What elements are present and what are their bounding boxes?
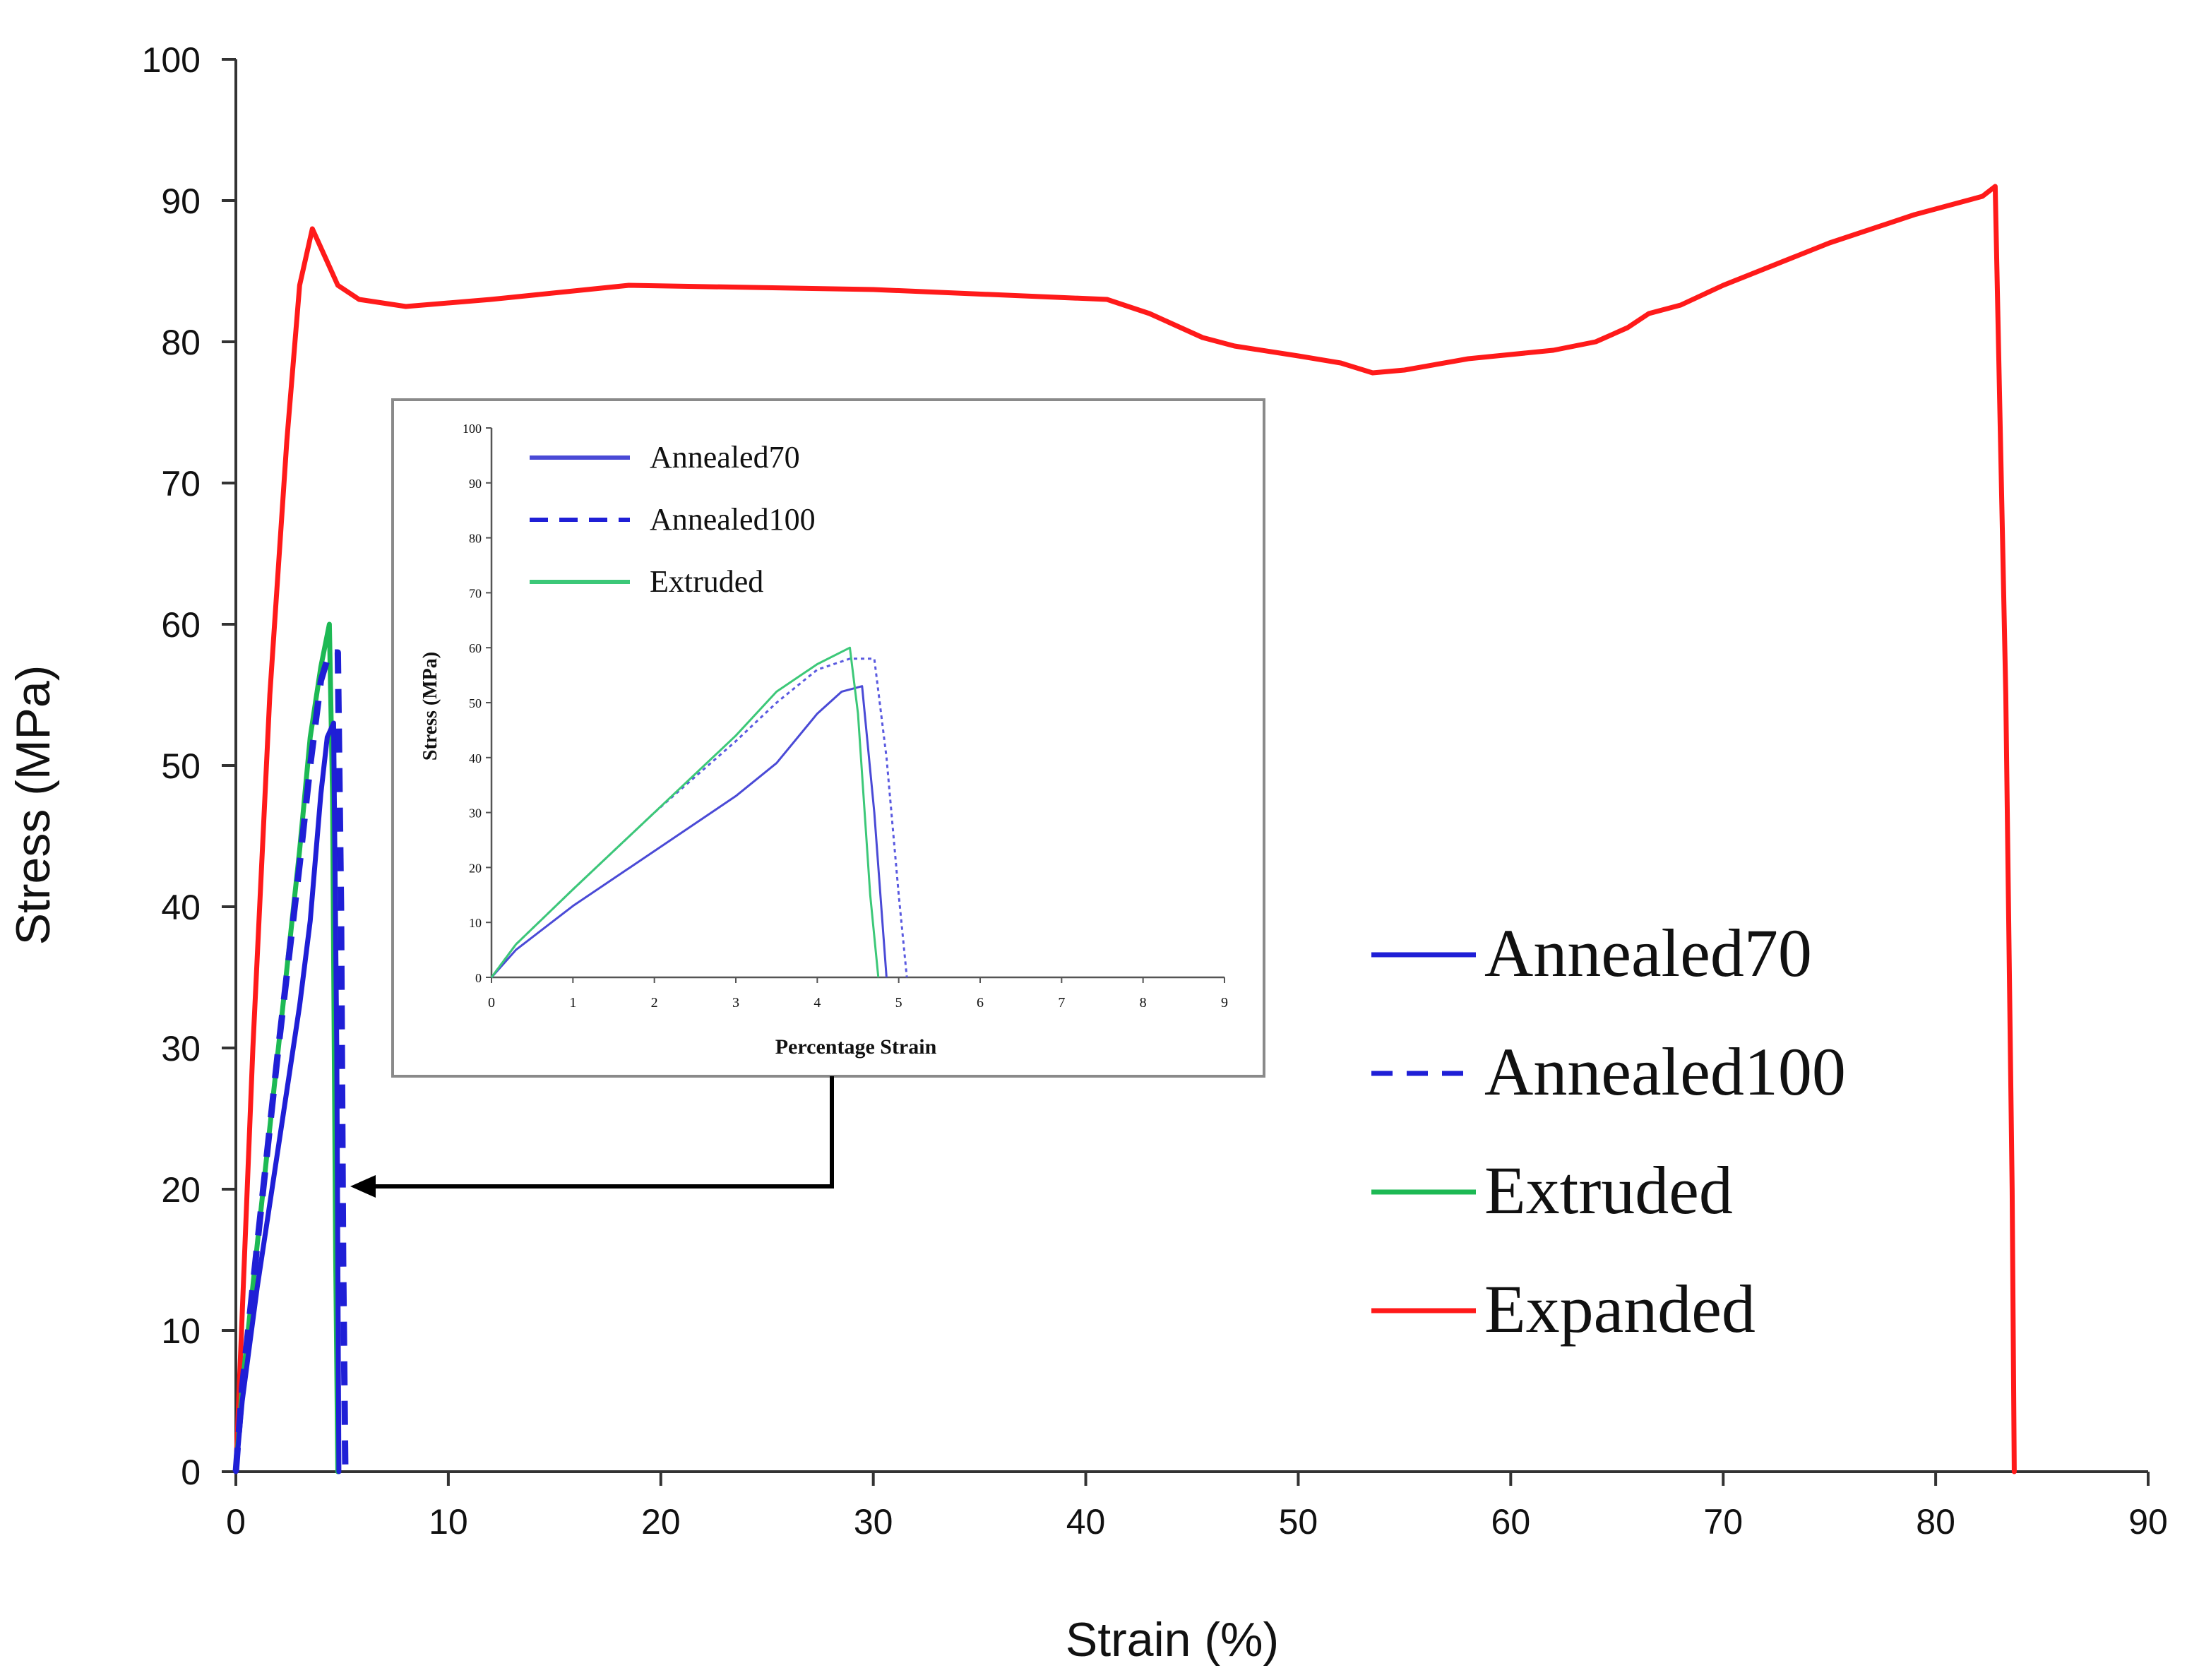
main-x-tick-label: 10 (429, 1502, 468, 1542)
inset-y-tick-label: 20 (469, 861, 482, 875)
main-y-tick-label: 20 (161, 1170, 201, 1210)
main-y-tick-label: 30 (161, 1029, 201, 1068)
inset-y-tick-label: 30 (469, 806, 482, 821)
inset-x-tick-label: 8 (1140, 995, 1147, 1011)
inset-legend-label-annealed70: Annealed70 (650, 440, 800, 475)
inset-x-tick-label: 4 (814, 995, 821, 1011)
main-x-tick-label: 50 (1279, 1502, 1318, 1542)
callout-arrowhead (350, 1175, 376, 1198)
inset-y-tick-label: 60 (469, 641, 482, 655)
main-x-tick-label: 60 (1491, 1502, 1531, 1542)
inset-axes (486, 427, 1225, 983)
main-y-tick-label: 10 (161, 1311, 201, 1351)
main-series-expanded (233, 184, 2017, 1475)
main-tick-labels: 0 10 20 30 40 50 60 70 80 90010203040506070809010… (142, 40, 2168, 1542)
main-legend-label-expanded: Expanded (1484, 1271, 1756, 1347)
inset-x-tick-label: 7 (1058, 995, 1065, 1011)
inset-frame (391, 398, 1265, 1078)
inset-x-tick-label: 9 (1221, 995, 1228, 1011)
inset-x-axis-label: Percentage Strain (775, 1035, 937, 1059)
inset-x-tick-label: 2 (651, 995, 658, 1011)
inset-y-tick-label: 70 (469, 586, 482, 600)
main-legend: Annealed70 Annealed100 Extruded Expanded (1371, 915, 1846, 1347)
main-y-tick-label: 70 (161, 464, 201, 504)
main-x-tick-label: 90 (2128, 1502, 2168, 1542)
inset-series-lines (490, 646, 908, 978)
main-x-tick-label: 80 (1916, 1502, 1955, 1542)
callout-arrow (350, 1076, 834, 1198)
inset-x-tick-label: 6 (977, 995, 984, 1011)
main-x-tick-label: 70 (1703, 1502, 1743, 1542)
inset-y-tick-label: 50 (469, 696, 482, 710)
main-series-annealed100 (232, 649, 349, 1472)
main-x-tick-label: 40 (1066, 1502, 1106, 1542)
inset-series-annealed70 (490, 685, 888, 978)
main-y-tick-label: 50 (161, 746, 201, 786)
main-x-tick-label: 0 (226, 1502, 246, 1542)
inset-x-tick-label: 0 (488, 995, 495, 1011)
inset-y-tick-label: 0 (475, 971, 482, 985)
inset-x-tick-label: 5 (895, 995, 902, 1011)
main-y-axis-label: Stress (MPa) (6, 665, 60, 946)
main-y-tick-label: 40 (161, 888, 201, 927)
inset-series-extruded (490, 646, 880, 978)
inset-legend: Annealed70 Annealed100 Extruded (530, 440, 816, 599)
main-axes (222, 58, 2150, 1486)
main-x-axis-label: Strain (%) (1066, 1613, 1279, 1667)
main-legend-label-extruded: Extruded (1484, 1152, 1733, 1228)
main-y-tick-label: 0 (181, 1453, 201, 1492)
main-y-tick-label: 80 (161, 323, 201, 362)
main-legend-label-annealed70: Annealed70 (1484, 915, 1812, 991)
inset-y-tick-label: 90 (469, 477, 482, 491)
inset-y-tick-label: 40 (469, 751, 482, 765)
main-x-tick-label: 30 (854, 1502, 893, 1542)
inset-y-tick-label: 80 (469, 532, 482, 546)
inset-x-tick-label: 3 (732, 995, 739, 1011)
main-series-annealed70 (233, 720, 342, 1475)
main-series-lines (232, 184, 2017, 1475)
callout-arrow-line (369, 1076, 834, 1188)
inset-legend-label-extruded: Extruded (650, 564, 763, 599)
inset-y-tick-label: 100 (463, 422, 482, 436)
inset-x-tick-label: 1 (569, 995, 576, 1011)
inset-y-axis-label: Stress (MPa) (419, 652, 441, 761)
main-y-tick-label: 60 (161, 605, 201, 645)
main-y-tick-label: 100 (142, 40, 201, 80)
inset-legend-label-annealed100: Annealed100 (650, 502, 816, 537)
main-legend-label-annealed100: Annealed100 (1484, 1034, 1846, 1109)
main-y-tick-label: 90 (161, 181, 201, 221)
inset-y-tick-label: 10 (469, 916, 482, 930)
main-x-tick-label: 20 (641, 1502, 681, 1542)
